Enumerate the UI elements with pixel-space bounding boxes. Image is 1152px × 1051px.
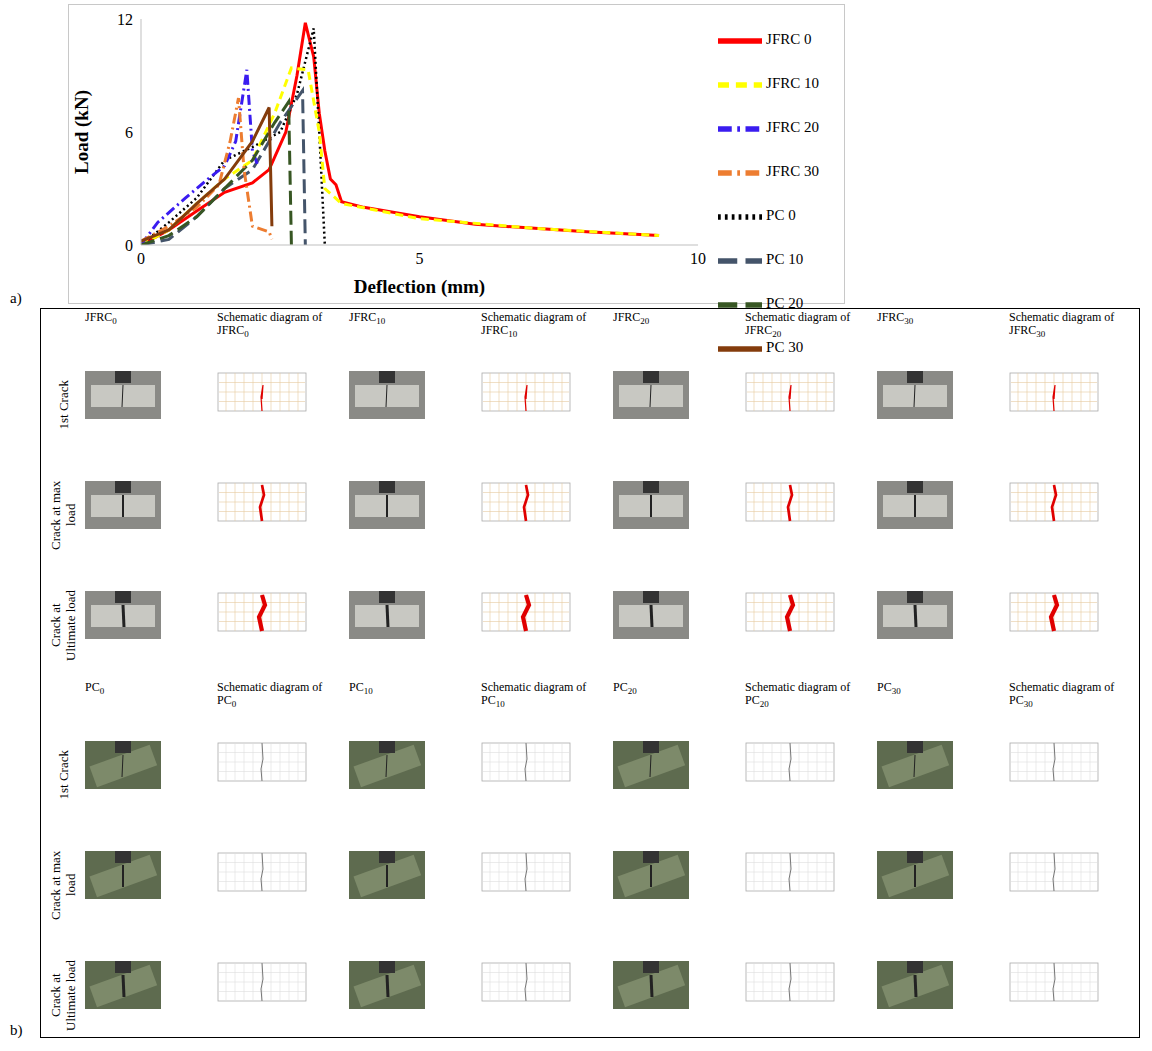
- svg-text:0: 0: [125, 237, 133, 254]
- html-text:JFRC20: JFRC20: [613, 310, 650, 327]
- html-text:a): a): [10, 290, 22, 306]
- html-text:Schematic diagram of PC0: Schematic diagram of PC0: [217, 680, 323, 710]
- html-text:PC20: PC20: [613, 680, 637, 697]
- html-text:Schematic diagram of JFRC30: Schematic diagram of JFRC30: [1009, 310, 1115, 340]
- html-text:1st Crack: 1st Crack: [55, 750, 71, 800]
- svg-text:Load (kN): Load (kN): [71, 90, 93, 174]
- html-text:1st Crack: 1st Crack: [55, 380, 71, 430]
- svg-text:6: 6: [125, 124, 133, 141]
- html-text:JFRC0: JFRC0: [85, 310, 117, 327]
- svg-text:12: 12: [117, 11, 133, 28]
- html-text:PC 20: PC 20: [766, 295, 804, 312]
- html-text:JFRC30: JFRC30: [877, 310, 914, 327]
- html-text:Schematic diagram of PC20: Schematic diagram of PC20: [745, 680, 851, 710]
- html-text:PC0: PC0: [85, 680, 105, 697]
- html-text:Schematic diagram of JFRC20: Schematic diagram of JFRC20: [745, 310, 851, 340]
- html-text:JFRC 30: JFRC 30: [766, 163, 819, 180]
- html-text:PC10: PC10: [349, 680, 373, 697]
- svg-text:5: 5: [416, 250, 424, 267]
- html-text:JFRC 20: JFRC 20: [766, 119, 819, 136]
- html-text:JFRC10: JFRC10: [349, 310, 386, 327]
- html-text:PC 0: PC 0: [766, 207, 796, 224]
- html-text:Crack at max load: Crack at max load: [48, 850, 78, 920]
- html-text:Crack at Ultimate load: Crack at Ultimate load: [48, 959, 78, 1031]
- html-text:Schematic diagram of PC10: Schematic diagram of PC10: [481, 680, 587, 710]
- svg-text:Deflection (mm): Deflection (mm): [354, 276, 485, 298]
- html-text:Schematic diagram of PC30: Schematic diagram of PC30: [1009, 680, 1115, 710]
- html-text:JFRC 10: JFRC 10: [766, 75, 819, 92]
- html-text:Schematic diagram of JFRC10: Schematic diagram of JFRC10: [481, 310, 587, 340]
- html-text:PC30: PC30: [877, 680, 901, 697]
- html-text:JFRC 0: JFRC 0: [766, 31, 812, 48]
- svg-text:10: 10: [690, 250, 706, 267]
- html-text:PC 10: PC 10: [766, 251, 804, 268]
- html-text:PC 30: PC 30: [766, 339, 804, 356]
- html-text:Crack at max load: Crack at max load: [48, 480, 78, 550]
- html-text:Crack at Ultimate load: Crack at Ultimate load: [48, 589, 78, 661]
- html-text:Schematic diagram of JFRC0: Schematic diagram of JFRC0: [217, 310, 323, 340]
- html-text:b): b): [10, 1022, 23, 1038]
- svg-text:0: 0: [137, 250, 145, 267]
